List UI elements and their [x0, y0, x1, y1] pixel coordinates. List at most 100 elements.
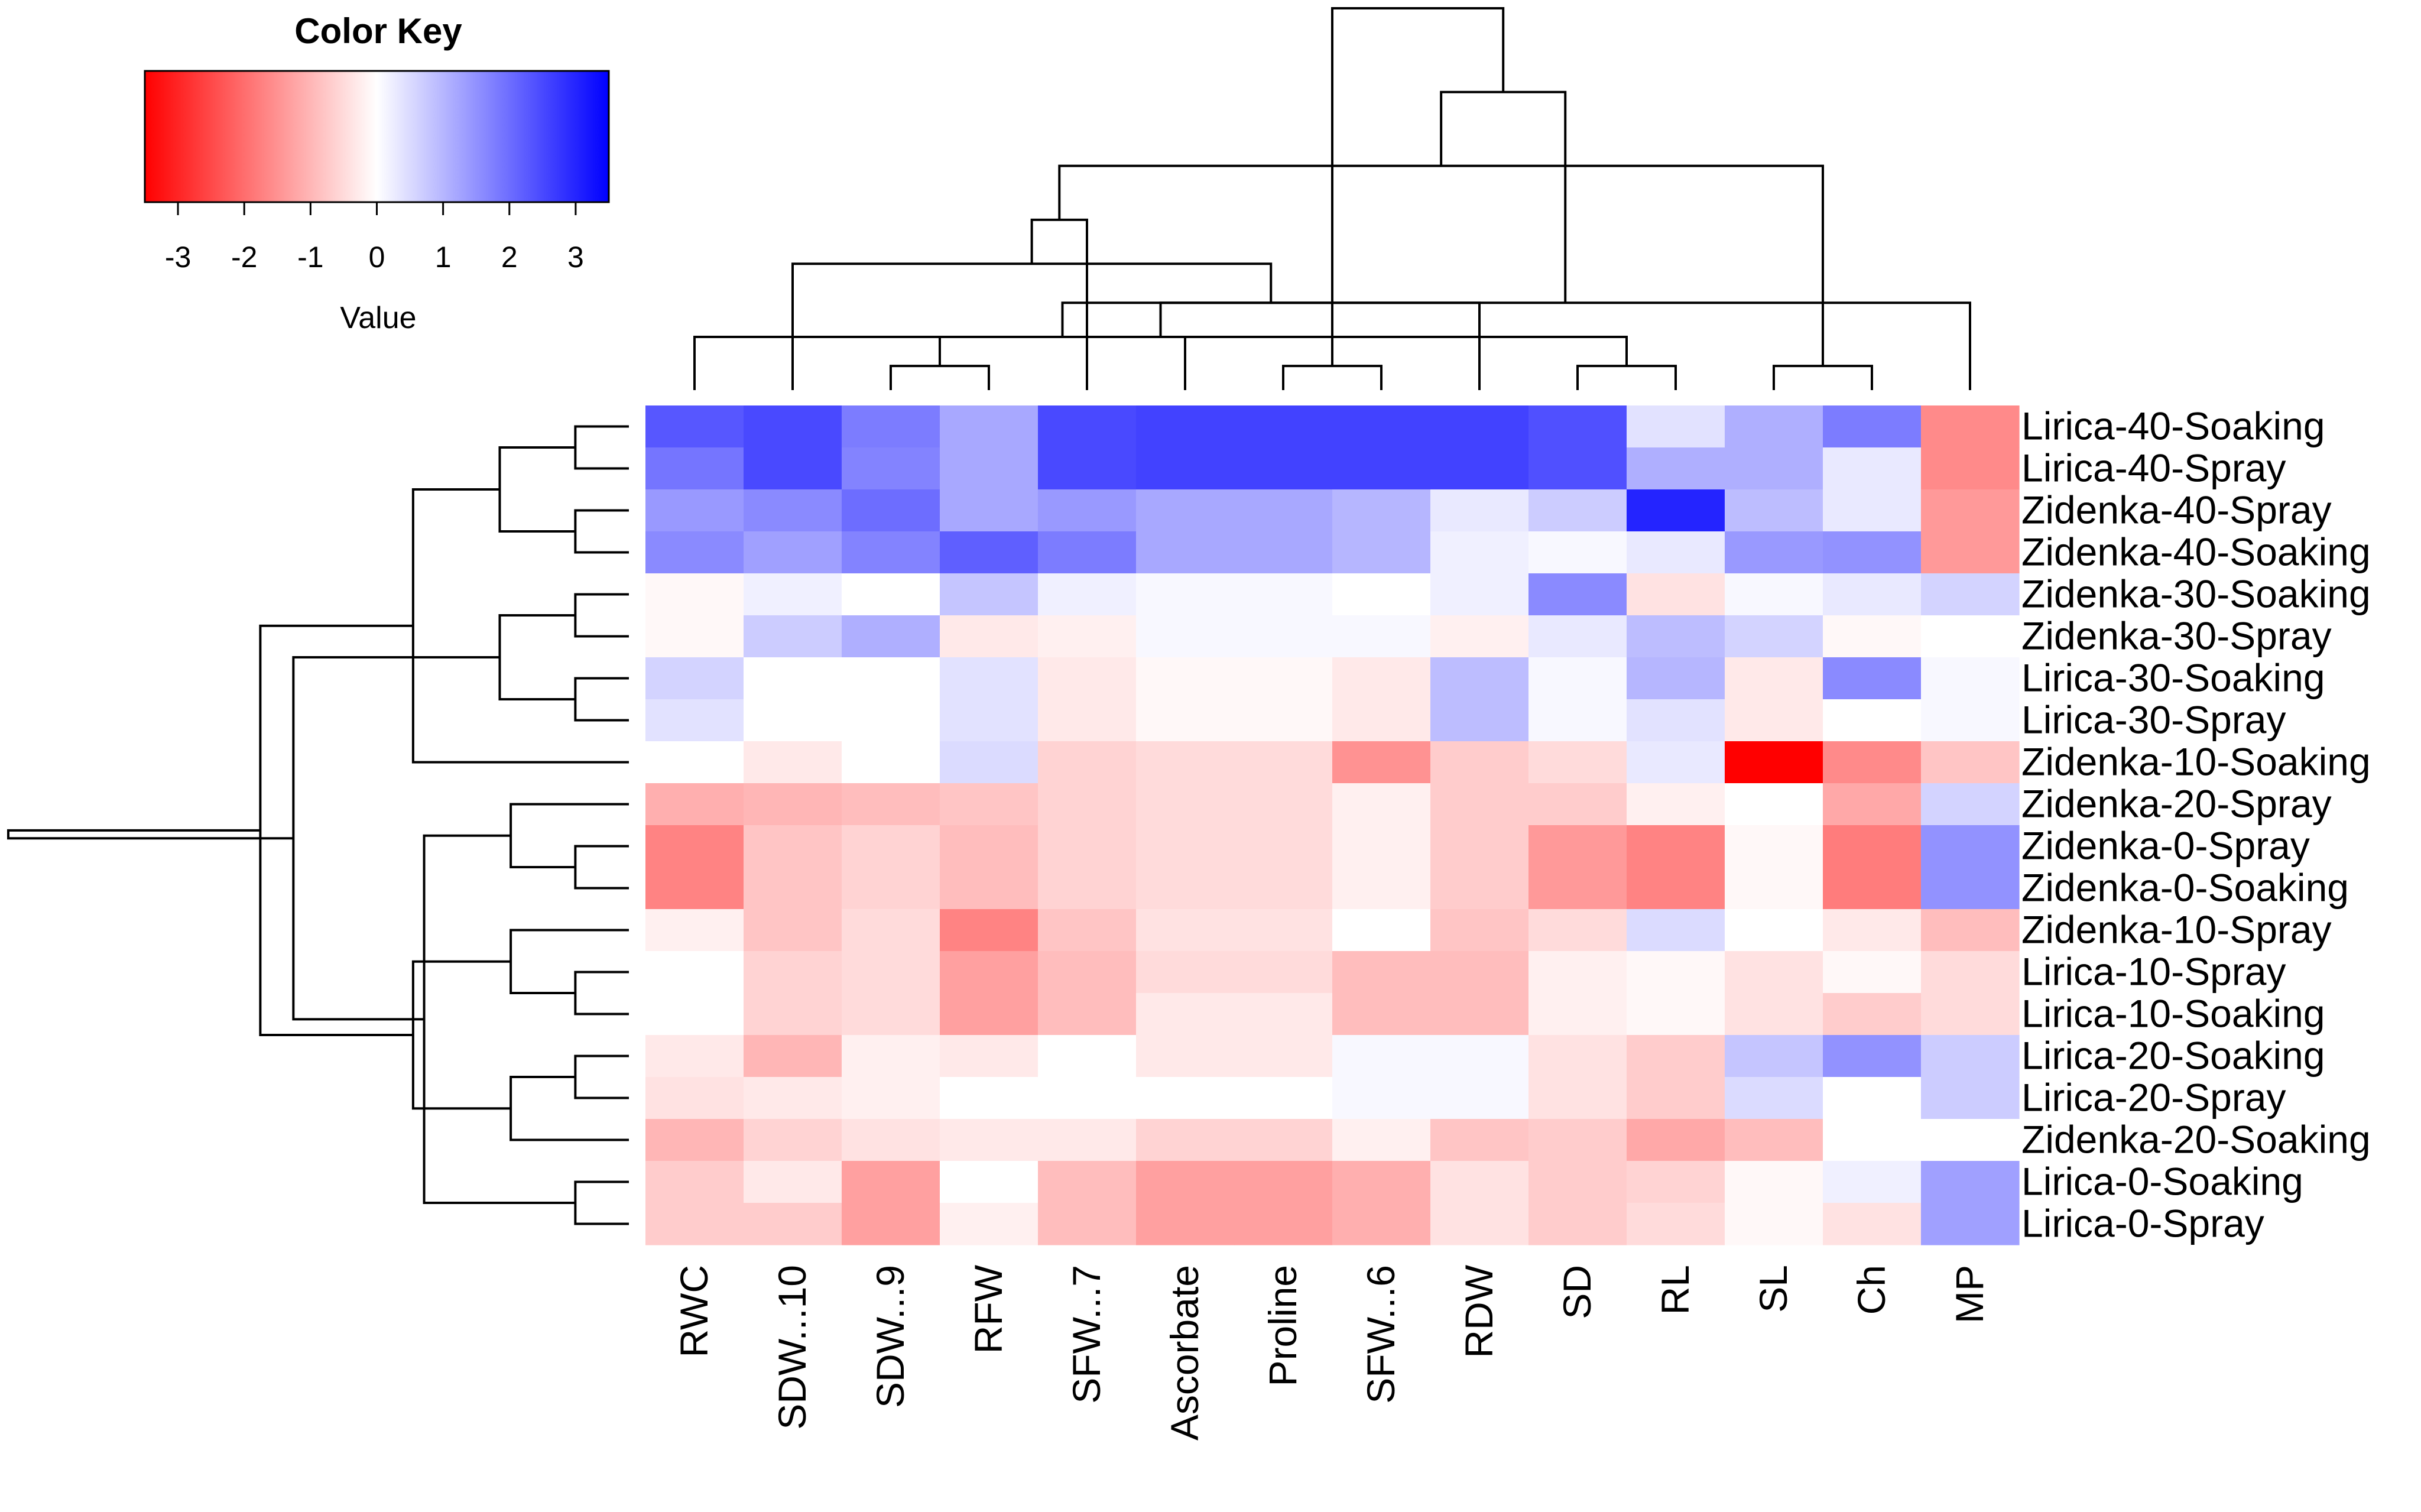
- heatmap-cell: [940, 447, 1039, 490]
- column-label: RFW: [966, 1264, 1010, 1354]
- heatmap-cell: [1234, 1119, 1333, 1161]
- heatmap-cell: [1921, 1119, 2020, 1161]
- heatmap-cell: [1921, 909, 2020, 952]
- row-label: Lirica-20-Soaking: [2021, 1034, 2325, 1078]
- heatmap-cell: [1136, 1077, 1235, 1120]
- column-label: RL: [1653, 1265, 1697, 1315]
- dendrogram-branch: [292, 656, 500, 1021]
- dendrogram-branch: [1773, 365, 1873, 390]
- heatmap-cell: [1627, 489, 1725, 532]
- heatmap-cell: [744, 1203, 842, 1245]
- dendrogram-branch: [574, 593, 629, 638]
- row-label: Zidenka-0-Spray: [2021, 824, 2310, 868]
- heatmap-cell: [1234, 657, 1333, 700]
- heatmap-cell: [744, 993, 842, 1036]
- heatmap-cell: [1038, 909, 1137, 952]
- heatmap-cell: [940, 909, 1039, 952]
- heatmap-cell: [940, 1035, 1039, 1078]
- dendrogram-branch: [259, 624, 413, 1036]
- dendrogram-branch: [574, 677, 629, 722]
- heatmap-cell: [1234, 573, 1333, 616]
- column-label: RDW: [1457, 1264, 1501, 1358]
- heatmap-cell: [1528, 1203, 1627, 1245]
- color-key: -3 -2 -1 0 1 2 3: [144, 70, 610, 274]
- heatmap-cell: [1136, 405, 1235, 448]
- heatmap-cell: [1528, 1035, 1627, 1078]
- dendrogram-branch: [1030, 218, 1088, 390]
- heatmap-cell: [645, 741, 744, 784]
- heatmap-cell: [1627, 573, 1725, 616]
- column-label: SFW...6: [1359, 1265, 1403, 1404]
- heatmap-cell: [1921, 699, 2020, 742]
- heatmap-cell: [1234, 531, 1333, 574]
- heatmap-cell: [645, 447, 744, 490]
- heatmap-cell: [1528, 531, 1627, 574]
- heatmap-cell: [1725, 783, 1823, 826]
- heatmap-cell: [645, 1161, 744, 1203]
- dendrogram-branch: [509, 803, 629, 868]
- row-label: Zidenka-10-Spray: [2021, 908, 2332, 952]
- heatmap-cell: [1332, 615, 1431, 658]
- row-label: Zidenka-40-Soaking: [2021, 530, 2371, 574]
- heatmap-cell: [1038, 741, 1137, 784]
- heatmap-cell: [1627, 951, 1725, 994]
- dendrogram-branch: [1440, 90, 1567, 303]
- heatmap-cell: [1430, 657, 1529, 700]
- heatmap-cell: [842, 699, 940, 742]
- heatmap-cell: [744, 783, 842, 826]
- heatmap-cell: [1136, 447, 1235, 490]
- heatmap-cell: [1038, 867, 1137, 910]
- heatmap-cell: [1430, 1035, 1529, 1078]
- heatmap-cell: [1921, 1161, 2020, 1203]
- heatmap-cell: [1234, 783, 1333, 826]
- heatmap-cell: [1725, 657, 1823, 700]
- dendrogram-branch: [574, 509, 629, 554]
- heatmap-cell: [744, 531, 842, 574]
- heatmap-cell: [1725, 1035, 1823, 1078]
- heatmap-cell: [1332, 783, 1431, 826]
- column-dendrogram: [693, 7, 1971, 390]
- heatmap-cell: [1528, 741, 1627, 784]
- heatmap-cell: [645, 699, 744, 742]
- heatmap-cell: [1921, 1077, 2020, 1120]
- heatmap-cell: [842, 573, 940, 616]
- heatmap-cell: [940, 699, 1039, 742]
- heatmap-cell: [842, 783, 940, 826]
- row-dendrogram: [7, 425, 629, 1225]
- heatmap-cell: [1823, 867, 1922, 910]
- heatmap-cell: [1823, 951, 1922, 994]
- color-key-tick-label: 0: [369, 241, 385, 274]
- heatmap-cell: [842, 909, 940, 952]
- dendrogram-branch: [1061, 301, 1481, 390]
- heatmap-cell: [1038, 531, 1137, 574]
- heatmap-cell: [1136, 531, 1235, 574]
- heatmap-cell: [1921, 1203, 2020, 1245]
- heatmap-cell: [940, 615, 1039, 658]
- heatmap-cell: [1430, 1119, 1529, 1161]
- heatmap-cell: [645, 1203, 744, 1245]
- heatmap-cell: [1430, 909, 1529, 952]
- heatmap-cell: [1136, 573, 1235, 616]
- heatmap-cell: [1038, 1077, 1137, 1120]
- heatmap-cell: [842, 1203, 940, 1245]
- heatmap-cell: [1038, 783, 1137, 826]
- heatmap-cell: [1627, 1035, 1725, 1078]
- color-key-tick-label: -2: [231, 241, 257, 274]
- dendrogram-branch: [791, 262, 1273, 390]
- dendrogram-branch: [1159, 301, 1971, 390]
- heatmap-cell: [1332, 405, 1431, 448]
- heatmap-cell: [744, 1077, 842, 1120]
- heatmap-cell: [1725, 615, 1823, 658]
- heatmap-cell: [1332, 1161, 1431, 1203]
- heatmap-cell: [940, 1119, 1039, 1161]
- heatmap-cell: [1528, 1119, 1627, 1161]
- heatmap-cell: [645, 867, 744, 910]
- heatmap-cell: [1430, 405, 1529, 448]
- row-label: Lirica-10-Soaking: [2021, 992, 2325, 1036]
- heatmap-cell: [645, 489, 744, 532]
- heatmap-cell: [1234, 699, 1333, 742]
- color-key-tick-label: 2: [501, 241, 518, 274]
- row-label: Zidenka-0-Soaking: [2021, 866, 2349, 910]
- heatmap-cell: [1823, 1035, 1922, 1078]
- heatmap-cell: [1725, 489, 1823, 532]
